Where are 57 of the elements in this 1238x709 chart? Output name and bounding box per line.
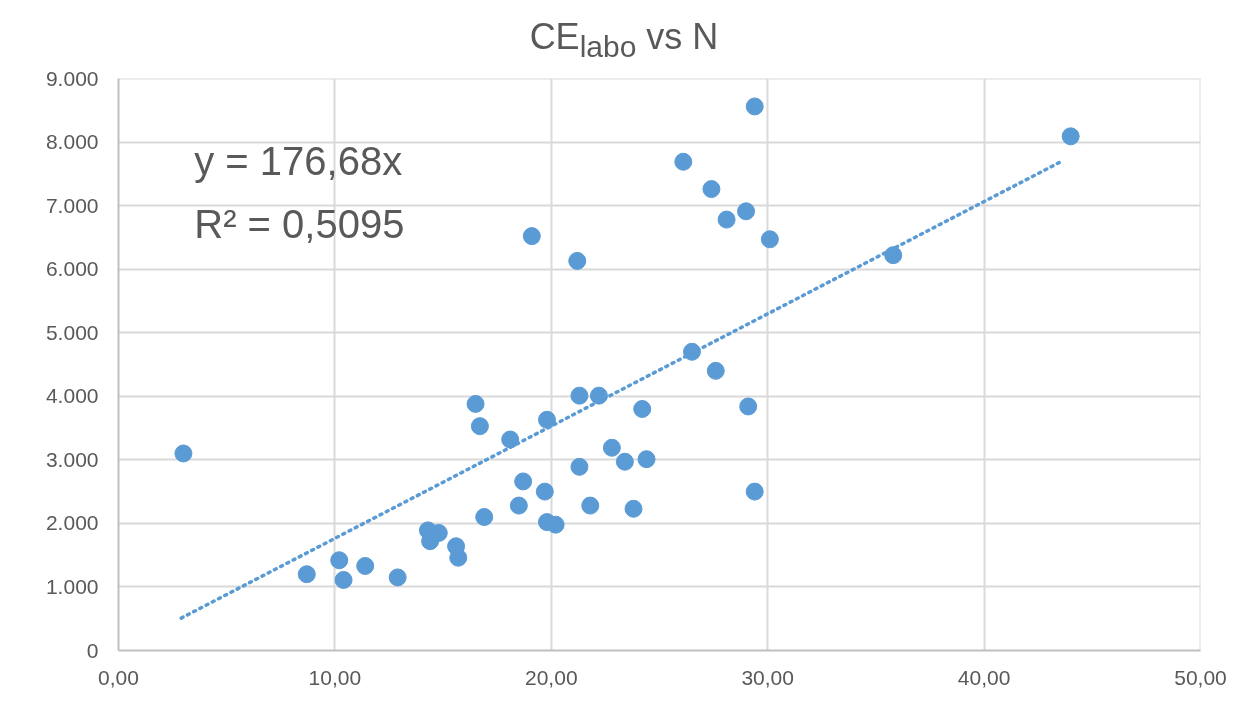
point: [760, 230, 779, 249]
point: [615, 452, 634, 471]
point: [466, 394, 485, 413]
point: [535, 482, 554, 501]
y-tick-label: 5.000: [45, 320, 99, 344]
point: [624, 499, 643, 518]
point: [737, 202, 756, 221]
x-tick-label: 0,00: [98, 665, 139, 689]
y-tick-label: 0: [86, 638, 99, 662]
point: [537, 410, 556, 429]
point: [334, 570, 353, 589]
point: [884, 246, 903, 265]
y-tick-label: 2.000: [45, 511, 99, 535]
y-tick-label: 4.000: [45, 384, 99, 408]
point: [568, 251, 587, 270]
point: [581, 496, 600, 515]
point: [602, 438, 621, 457]
point: [682, 342, 701, 361]
point: [356, 556, 375, 575]
y-tick-label: 3.000: [45, 447, 99, 471]
x-tick-label: 40,00: [957, 665, 1011, 689]
point: [706, 361, 725, 380]
y-tick-label: 8.000: [45, 130, 99, 154]
point: [330, 551, 349, 570]
annotation: R² = 0,5095: [194, 202, 405, 247]
y-tick-label: 7.000: [45, 193, 99, 217]
point: [589, 386, 608, 405]
point: [674, 152, 693, 171]
point: [449, 548, 468, 567]
point: [1061, 127, 1080, 146]
point: [633, 400, 652, 418]
point: [514, 472, 533, 491]
point: [702, 180, 721, 199]
point: [388, 568, 407, 587]
point: [745, 97, 764, 116]
point: [509, 496, 528, 515]
point: [297, 565, 316, 584]
x-tick-label: 10,00: [308, 665, 362, 689]
point: [501, 430, 520, 449]
point: [745, 482, 764, 501]
point: [739, 397, 758, 416]
y-tick-label: 9.000: [45, 66, 99, 90]
annotation: y = 176,68x: [194, 139, 403, 184]
point: [470, 417, 489, 436]
point: [570, 386, 589, 405]
point: [570, 457, 589, 476]
x-tick-label: 50,00: [1174, 665, 1227, 689]
y-tick-label: 1.000: [45, 574, 99, 598]
point: [717, 210, 736, 229]
y-tick-label: 6.000: [45, 257, 99, 281]
point: [637, 450, 656, 469]
point: [174, 444, 193, 463]
x-tick-label: 20,00: [525, 665, 578, 689]
chart-title: CE$_{labo}$ vs N: [529, 15, 719, 66]
point: [475, 508, 494, 527]
x-tick-label: 30,00: [741, 665, 794, 689]
point: [522, 227, 541, 246]
